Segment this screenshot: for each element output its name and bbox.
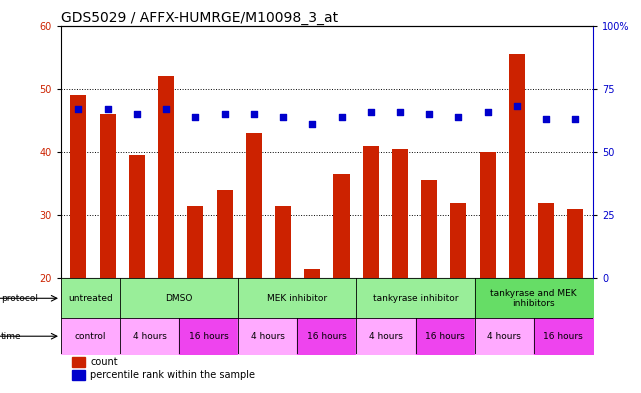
Text: DMSO: DMSO xyxy=(165,294,193,303)
Text: 16 hours: 16 hours xyxy=(189,332,229,341)
Point xyxy=(395,108,405,115)
Bar xyxy=(71,95,87,278)
Point xyxy=(278,114,288,120)
Text: GDS5029 / AFFX-HUMRGE/M10098_3_at: GDS5029 / AFFX-HUMRGE/M10098_3_at xyxy=(61,11,338,24)
Bar xyxy=(567,209,583,278)
Text: count: count xyxy=(90,357,118,367)
Point xyxy=(249,111,259,117)
Text: 16 hours: 16 hours xyxy=(425,332,465,341)
Point xyxy=(570,116,581,122)
Point xyxy=(483,108,493,115)
Text: control: control xyxy=(75,332,106,341)
Text: untreated: untreated xyxy=(68,294,113,303)
Bar xyxy=(129,155,145,278)
Bar xyxy=(72,370,85,380)
Text: 4 hours: 4 hours xyxy=(251,332,285,341)
Text: tankyrase inhibitor: tankyrase inhibitor xyxy=(373,294,458,303)
Bar xyxy=(72,357,85,367)
Text: percentile rank within the sample: percentile rank within the sample xyxy=(90,370,255,380)
Text: 4 hours: 4 hours xyxy=(487,332,521,341)
Point xyxy=(424,111,435,117)
Bar xyxy=(538,202,554,278)
Text: 16 hours: 16 hours xyxy=(307,332,347,341)
Bar xyxy=(421,180,437,278)
Text: 4 hours: 4 hours xyxy=(133,332,167,341)
Point xyxy=(132,111,142,117)
Point xyxy=(103,106,113,112)
Point xyxy=(541,116,551,122)
Bar xyxy=(363,146,379,278)
Point xyxy=(190,114,201,120)
Point xyxy=(73,106,83,112)
Text: 4 hours: 4 hours xyxy=(369,332,403,341)
Text: 16 hours: 16 hours xyxy=(544,332,583,341)
Point xyxy=(161,106,171,112)
Bar xyxy=(217,190,233,278)
Bar xyxy=(509,54,525,278)
Bar xyxy=(333,174,349,278)
Bar xyxy=(304,269,320,278)
Point xyxy=(307,121,317,127)
Point xyxy=(365,108,376,115)
Point xyxy=(512,103,522,110)
Point xyxy=(219,111,229,117)
Bar xyxy=(275,206,291,278)
Point xyxy=(453,114,463,120)
Bar xyxy=(451,202,467,278)
Point xyxy=(337,114,347,120)
Bar xyxy=(392,149,408,278)
Text: time: time xyxy=(1,332,21,341)
Bar xyxy=(479,152,495,278)
Bar xyxy=(99,114,116,278)
Text: tankyrase and MEK
inhibitors: tankyrase and MEK inhibitors xyxy=(490,288,577,308)
Bar xyxy=(187,206,203,278)
Bar xyxy=(158,76,174,278)
Text: MEK inhibitor: MEK inhibitor xyxy=(267,294,328,303)
Text: protocol: protocol xyxy=(1,294,38,303)
Bar xyxy=(246,133,262,278)
